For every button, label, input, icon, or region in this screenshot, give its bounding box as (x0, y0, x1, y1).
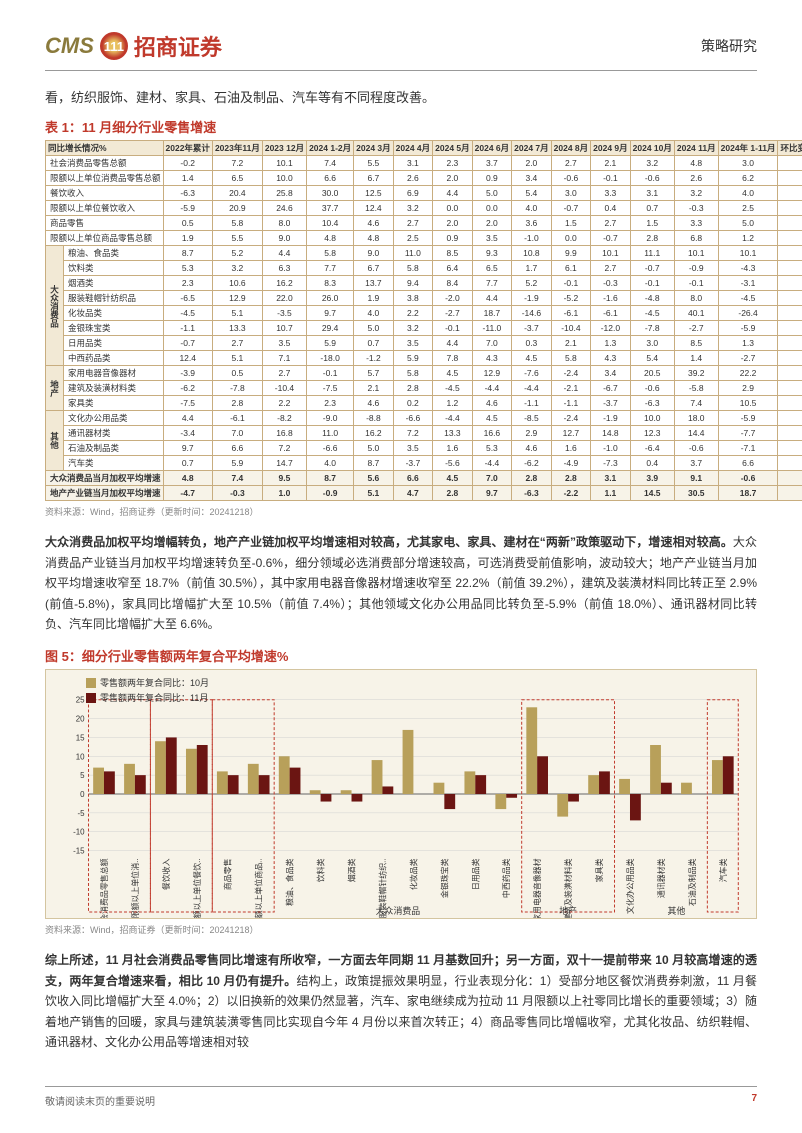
para1-bold: 大众消费品加权平均增幅转负，地产产业链加权平均增速相对较高，尤其家电、家具、建材… (45, 535, 733, 549)
svg-text:粮油、食品类: 粮油、食品类 (285, 859, 295, 907)
svg-text:商品零售: 商品零售 (223, 859, 233, 891)
bar-chart: -15 -10 -5 0 5 10 15 20 25 社会消费品零售总额 限额以上单位消.. 餐饮收入… (46, 670, 756, 918)
intro-line: 看，纺织服饰、建材、家具、石油及制品、汽车等有不同程度改善。 (45, 86, 757, 109)
logo-badge: 111 (100, 32, 128, 60)
footer-disclaimer: 敬请阅读末页的重要说明 (45, 1093, 155, 1108)
svg-text:社会消费品零售总额: 社会消费品零售总额 (99, 859, 109, 919)
paragraph-2: 综上所述，11 月社会消费品零售同比增速有所收窄，一方面去年同期 11 月基数回… (45, 950, 757, 1052)
svg-text:金银珠宝类: 金银珠宝类 (439, 859, 449, 899)
svg-text:汽车类: 汽车类 (718, 859, 728, 883)
para1-rest: 大众消费品产业链当月加权平均增速转负至-0.6%，细分领域必选消费部分增速较高，… (45, 535, 757, 631)
svg-text:通讯器材类: 通讯器材类 (656, 859, 666, 899)
svg-text:烟酒类: 烟酒类 (346, 859, 356, 883)
svg-text:家具类: 家具类 (594, 859, 604, 883)
svg-text:大众消费品: 大众消费品 (376, 905, 421, 916)
page-number: 7 (751, 1093, 757, 1108)
svg-text:-5: -5 (78, 809, 86, 818)
legend-label-a: 零售额两年复合同比：10月 (100, 676, 209, 689)
chart-source: 资料来源：Wind，招商证券（更新时间：20241218） (45, 923, 757, 936)
legend-swatch-b (86, 693, 96, 703)
table1-source: 资料来源：Wind，招商证券（更新时间：20241218） (45, 505, 757, 518)
svg-text:限额以上单位商品..: 限额以上单位商品.. (254, 859, 264, 919)
svg-text:25: 25 (76, 696, 85, 705)
legend-label-b: 零售额两年复合同比：11月 (100, 691, 208, 704)
svg-text:20: 20 (76, 715, 85, 724)
chart-legend: 零售额两年复合同比：10月 零售额两年复合同比：11月 (86, 676, 209, 706)
svg-text:限额以上单位餐饮..: 限额以上单位餐饮.. (192, 859, 202, 919)
page-footer: 敬请阅读末页的重要说明 7 (45, 1086, 757, 1108)
chart-title: 图 5：细分行业零售额两年复合平均增速% (45, 646, 757, 665)
svg-text:石油及制品类: 石油及制品类 (687, 859, 697, 907)
svg-text:餐饮收入: 餐饮收入 (161, 859, 171, 891)
logo-cms: CMS (45, 33, 94, 59)
logo-cn: 招商证券 (134, 30, 222, 62)
svg-text:日用品类: 日用品类 (470, 859, 480, 891)
svg-text:饮料类: 饮料类 (316, 859, 326, 883)
svg-text:家用电器音像器材: 家用电器音像器材 (532, 859, 542, 919)
svg-text:-15: -15 (73, 847, 85, 856)
svg-text:15: 15 (76, 734, 85, 743)
svg-text:10: 10 (76, 753, 85, 762)
legend-swatch-a (86, 678, 96, 688)
data-table: 同比增长情况%2022年累计2023年11月2023 12月2024 1-2月2… (45, 140, 802, 501)
svg-text:限额以上单位消..: 限额以上单位消.. (130, 859, 140, 919)
logo: CMS 111 招商证券 (45, 30, 222, 62)
svg-text:化妆品类: 化妆品类 (408, 859, 418, 891)
svg-text:中西药品类: 中西药品类 (501, 859, 511, 899)
svg-text:5: 5 (80, 771, 85, 780)
paragraph-1: 大众消费品加权平均增幅转负，地产产业链加权平均增速相对较高，尤其家电、家具、建材… (45, 532, 757, 634)
svg-text:地产: 地产 (559, 905, 577, 916)
svg-text:其他: 其他 (667, 905, 685, 916)
svg-text:文化办公用品类: 文化办公用品类 (625, 859, 635, 915)
doc-category: 策略研究 (701, 36, 757, 56)
chart-container: -15 -10 -5 0 5 10 15 20 25 社会消费品零售总额 限额以上单位消.. 餐饮收入… (45, 669, 757, 919)
svg-text:-10: -10 (73, 828, 85, 837)
page-header: CMS 111 招商证券 策略研究 (45, 30, 757, 71)
table1-title: 表 1：11 月细分行业零售增速 (45, 117, 757, 136)
svg-text:0: 0 (80, 790, 85, 799)
